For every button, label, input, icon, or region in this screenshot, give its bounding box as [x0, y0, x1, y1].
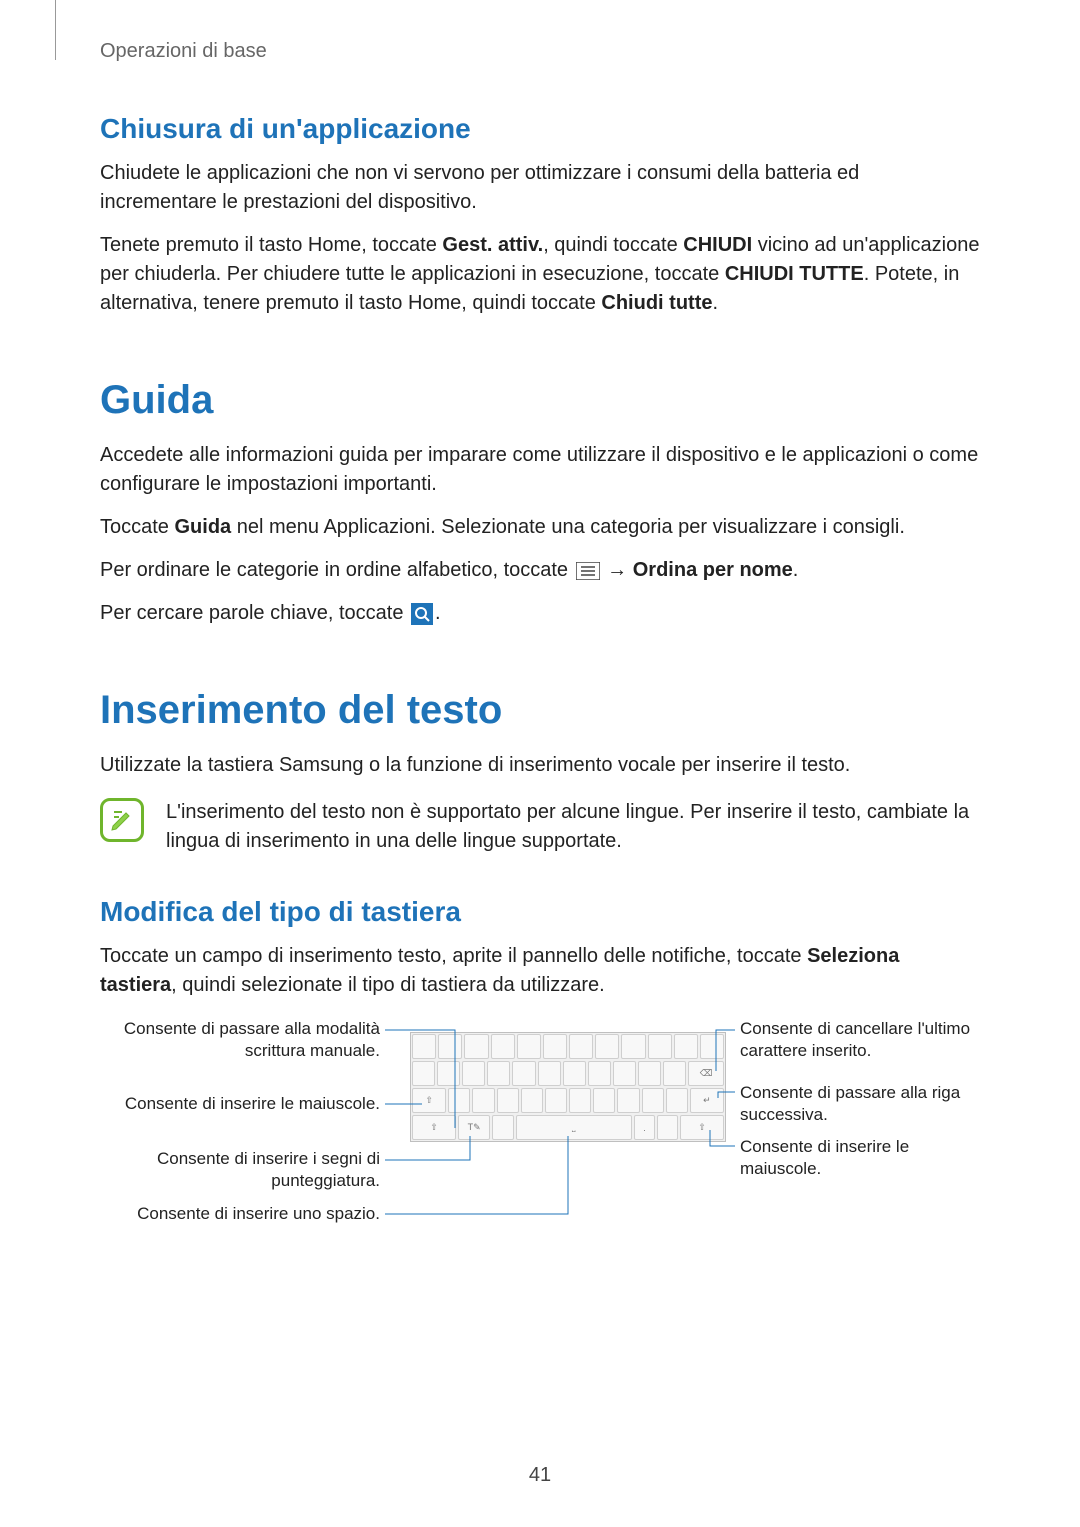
bold-chiudi: CHIUDI [683, 234, 752, 256]
handwriting-key: T✎ [458, 1115, 491, 1140]
callout-shift-right: Consente di inserire le maiuscole. [740, 1136, 980, 1180]
callout-handwriting: Consente di passare alla modalità scritt… [100, 1018, 380, 1062]
text: Tenete premuto il tasto Home, toccate [100, 234, 442, 256]
list-icon [576, 562, 600, 580]
page-number: 41 [0, 1464, 1080, 1487]
text: , quindi selezionate il tipo di tastiera… [171, 974, 605, 996]
arrow-text: → [602, 559, 633, 581]
subsection-title-modifica: Modifica del tipo di tastiera [100, 896, 980, 928]
punctuation-key: . [634, 1115, 655, 1140]
keyboard-image: ⌫ ⇧↵ ⇧T✎⎵.⇧ [410, 1032, 726, 1142]
callout-enter: Consente di passare alla riga successiva… [740, 1082, 980, 1126]
bold-ordina: Ordina per nome [633, 559, 793, 581]
text: nel menu Applicazioni. Selezionate una c… [231, 516, 905, 538]
shift-right-key: ⇧ [680, 1115, 724, 1140]
callout-punctuation: Consente di inserire i segni di punteggi… [100, 1148, 380, 1192]
breadcrumb: Operazioni di base [100, 40, 980, 63]
guida-paragraph-4: Per cercare parole chiave, toccate . [100, 599, 980, 628]
page-content: Operazioni di base Chiusura di un'applic… [0, 0, 1080, 1298]
bold-gest-attiv: Gest. attiv. [442, 234, 543, 256]
text: . [435, 602, 441, 624]
left-margin-marker [55, 0, 56, 60]
enter-key: ↵ [690, 1088, 724, 1113]
guida-paragraph-1: Accedete alle informazioni guida per imp… [100, 441, 980, 499]
guida-paragraph-2: Toccate Guida nel menu Applicazioni. Sel… [100, 513, 980, 542]
callout-space: Consente di inserire uno spazio. [100, 1203, 380, 1225]
keyboard-diagram: ⌫ ⇧↵ ⇧T✎⎵.⇧ Consente di passare alla mod… [100, 1018, 980, 1298]
text: . [712, 292, 718, 314]
inserimento-paragraph-1: Utilizzate la tastiera Samsung o la funz… [100, 751, 980, 780]
closing-paragraph-1: Chiudete le applicazioni che non vi serv… [100, 159, 980, 217]
modifica-paragraph-1: Toccate un campo di inserimento testo, a… [100, 942, 980, 1000]
closing-paragraph-2: Tenete premuto il tasto Home, toccate Ge… [100, 231, 980, 318]
callout-backspace: Consente di cancellare l'ultimo caratter… [740, 1018, 980, 1062]
guida-paragraph-3: Per ordinare le categorie in ordine alfa… [100, 556, 980, 585]
bold-chiudi-tutte-2: Chiudi tutte [601, 292, 712, 314]
section-title-guida: Guida [100, 378, 980, 423]
section-title-inserimento: Inserimento del testo [100, 688, 980, 733]
bold-chiudi-tutte: CHIUDI TUTTE [725, 263, 864, 285]
note-text: L'inserimento del testo non è supportato… [166, 798, 980, 856]
text: Toccate un campo di inserimento testo, a… [100, 945, 807, 967]
text: . [793, 559, 799, 581]
note-block: L'inserimento del testo non è supportato… [100, 798, 980, 856]
space-key: ⎵ [516, 1115, 632, 1140]
text: Per ordinare le categorie in ordine alfa… [100, 559, 574, 581]
backspace-key: ⌫ [688, 1061, 724, 1086]
subsection-title-closing: Chiusura di un'applicazione [100, 113, 980, 145]
shift-bottom-key: ⇧ [412, 1115, 456, 1140]
shift-left-key: ⇧ [412, 1088, 446, 1113]
callout-shift-left: Consente di inserire le maiuscole. [100, 1093, 380, 1115]
pencil-note-icon [108, 806, 136, 834]
note-icon [100, 798, 144, 842]
text: Toccate [100, 516, 174, 538]
text: , quindi toccate [543, 234, 683, 256]
bold-guida: Guida [174, 516, 231, 538]
text: Per cercare parole chiave, toccate [100, 602, 409, 624]
search-icon [411, 603, 433, 625]
